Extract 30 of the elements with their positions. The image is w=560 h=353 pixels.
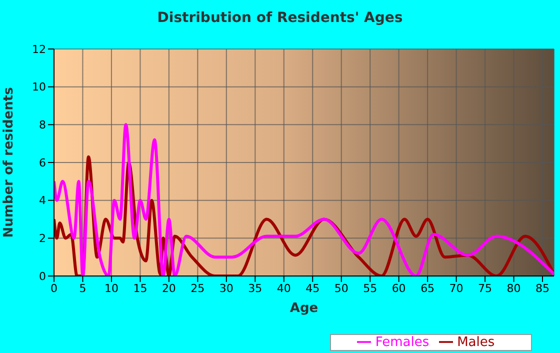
x-tick-label: 50 [334, 282, 348, 295]
y-tick-label: 8 [39, 118, 46, 132]
x-tick-label: 5 [79, 282, 86, 295]
legend-label: Males [457, 335, 495, 350]
x-tick-label: 55 [363, 282, 378, 295]
x-tick-label: 70 [449, 282, 464, 295]
x-tick-label: 35 [248, 282, 262, 295]
x-tick-label: 85 [536, 282, 550, 295]
y-axis-title: Number of residents [2, 86, 17, 238]
y-tick-label: 4 [39, 194, 46, 208]
x-tick-label: 60 [392, 282, 406, 295]
y-tick-label: 2 [39, 232, 46, 246]
x-tick-label: 15 [133, 282, 148, 295]
x-axis-title: Age [290, 301, 318, 316]
x-tick-label: 30 [219, 282, 234, 295]
x-tick-label: 20 [162, 282, 176, 295]
x-tick-label: 45 [306, 282, 320, 295]
legend-label: Females [375, 335, 430, 350]
x-tick-label: 40 [276, 282, 291, 295]
y-tick-label: 6 [39, 156, 46, 170]
x-tick-label: 80 [506, 282, 521, 295]
y-tick-label: 12 [32, 42, 46, 56]
x-tick-label: 0 [50, 282, 58, 295]
y-tick-label: 10 [32, 80, 46, 94]
x-tick-label: 25 [190, 282, 205, 295]
x-tick-label: 75 [478, 282, 492, 295]
y-tick-label: 0 [39, 270, 46, 283]
x-tick-label: 10 [104, 282, 118, 295]
chart-title: Distribution of Residents' Ages [156, 10, 404, 26]
x-tick-label: 65 [420, 282, 435, 295]
